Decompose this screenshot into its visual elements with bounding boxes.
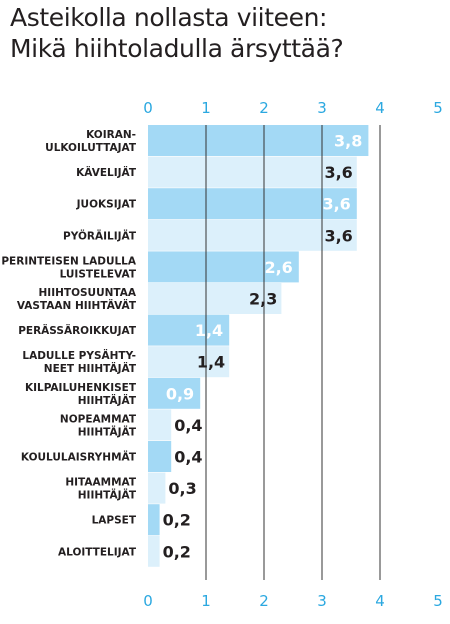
tick-label-bottom-4: 4 (375, 592, 385, 610)
value-label-1: 3,8 (334, 132, 362, 151)
value-label-5: 2,6 (264, 258, 292, 277)
bar-13 (148, 504, 160, 536)
value-label-2: 3,6 (324, 163, 352, 182)
value-label-10: 0,4 (174, 416, 202, 435)
labels: KOIRAN-ULKOILUTTAJAT 3,8 KÄVELIJÄT 3,6 JUOKS… (1, 99, 442, 610)
title-line-2: Mikä hiihtoladulla ärsyttää? (10, 34, 344, 63)
bar-14 (148, 535, 160, 567)
value-label-12: 0,3 (168, 479, 196, 498)
gridlines (205, 125, 381, 580)
value-label-11: 0,4 (174, 448, 202, 467)
bar-6 (148, 283, 282, 314)
category-label-1: KOIRAN-ULKOILUTTAJAT (45, 129, 137, 154)
tick-label-bottom-5: 5 (433, 592, 443, 610)
bar-8 (148, 346, 230, 378)
tick-label-bottom-0: 0 (143, 592, 153, 610)
bar-12 (148, 472, 166, 504)
tick-label-top-0: 0 (143, 99, 153, 117)
tick-label-top-5: 5 (433, 99, 443, 117)
bar-7 (148, 314, 230, 346)
bar-11 (148, 441, 172, 472)
category-label-13: LAPSET (92, 515, 137, 527)
title-line-1: Asteikolla nollasta viiteen: (10, 3, 328, 32)
tick-label-top-1: 1 (201, 99, 211, 117)
tick-label-bottom-3: 3 (317, 592, 327, 610)
bar-9 (148, 377, 201, 409)
bar-1 (148, 125, 369, 156)
category-label-5: PERINTEISEN LADULLA LUISTELEVAT (1, 255, 137, 280)
category-label-3: JUOKSIJAT (76, 199, 137, 211)
category-label-12: HITAAMMAT HIIHTÄJÄT (65, 477, 137, 502)
category-label-2: KÄVELIJÄT (76, 165, 137, 179)
tick-label-top-3: 3 (317, 99, 327, 117)
value-label-7: 1,4 (195, 321, 223, 340)
value-label-8: 1,4 (197, 353, 225, 372)
value-label-9: 0,9 (166, 384, 194, 403)
value-label-3: 3,6 (322, 195, 350, 214)
category-label-14: ALOITTELIJAT (58, 546, 137, 558)
tick-label-top-4: 4 (375, 99, 385, 117)
bar-10 (148, 409, 172, 441)
category-label-4: PYÖRÄILIJÄT (63, 228, 137, 242)
value-label-14: 0,2 (163, 542, 191, 561)
bars (148, 125, 369, 567)
category-label-11: KOULULAISRYHMÄT (21, 450, 137, 464)
category-label-8: LADULLE PYSÄHTY-NEET HIIHTÄJÄT (22, 348, 136, 375)
value-label-6: 2,3 (249, 290, 277, 309)
value-label-4: 3,6 (324, 226, 352, 245)
category-label-7: PERÄSSÄROIKKUJAT (18, 323, 137, 337)
tick-label-bottom-1: 1 (201, 592, 211, 610)
bar-5 (148, 251, 299, 283)
category-label-9: KILPAILUHENKISET HIIHTÄJÄT (25, 382, 137, 407)
category-label-6: HIIHTOSUUNTAA VASTAAN HIIHTÄVÄT (17, 287, 137, 312)
tick-label-bottom-2: 2 (259, 592, 269, 610)
value-label-13: 0,2 (163, 511, 191, 530)
tick-label-top-2: 2 (259, 99, 269, 117)
category-label-10: NOPEAMMAT HIIHTÄJÄT (60, 413, 137, 438)
chart-title: Asteikolla nollasta viiteen: Mikä hiihto… (10, 2, 440, 64)
